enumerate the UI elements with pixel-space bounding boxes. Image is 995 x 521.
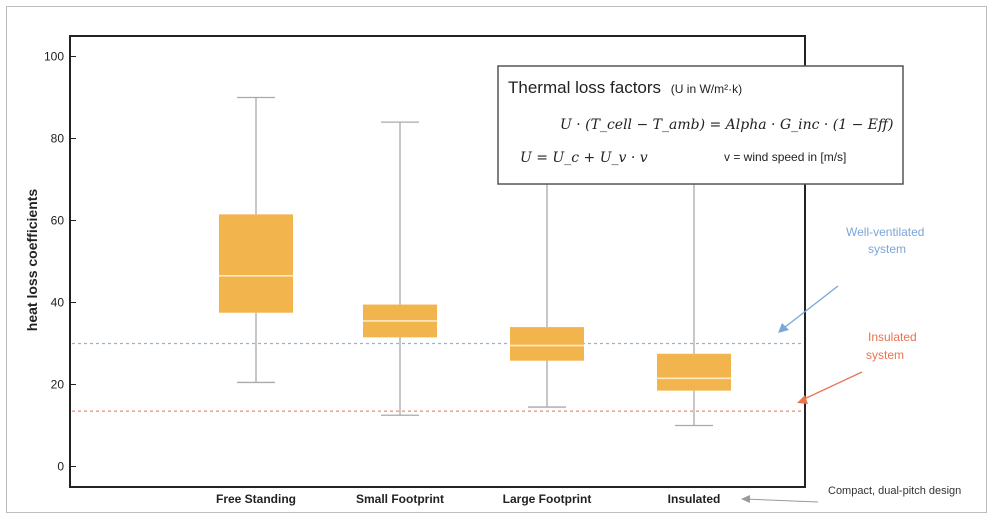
figure-frame <box>6 6 987 513</box>
y-tick-label-4: 80 <box>51 132 65 146</box>
box-1 <box>363 121 437 416</box>
wind-speed-note: v = wind speed in [m/s] <box>724 150 846 164</box>
inset-border <box>497 65 904 185</box>
box-2 <box>510 178 584 408</box>
x-axis: Free Standing Small Footprint Large Footpr… <box>216 492 720 506</box>
reference-lines <box>72 342 803 412</box>
insulated-label-2: system <box>866 348 904 362</box>
insulated-label-1: Insulated <box>868 330 917 344</box>
well-ventilated-label-2: system <box>868 242 906 256</box>
category-label-0: Free Standing <box>216 492 296 506</box>
inset-u-symbol: U <box>675 82 684 96</box>
well-ventilated-label-1: Well-ventilated <box>846 225 924 239</box>
y-axis-label: heat loss coefficients <box>24 189 40 332</box>
y-tick-label-0: 0 <box>57 460 64 474</box>
inset-unit: in W/m²·k) <box>683 82 742 96</box>
category-label-3: Insulated <box>668 492 721 506</box>
plot-area <box>69 35 806 488</box>
well-ventilated-arrow <box>779 285 839 332</box>
y-axis: 0 20 40 60 80 100 <box>44 50 76 474</box>
inset-title-line: Thermal loss factors (U in W/m²·k) <box>508 78 742 97</box>
category-label-2: Large Footprint <box>503 492 592 506</box>
iqr-box-3 <box>657 353 731 391</box>
iqr-box-0 <box>219 214 293 313</box>
inset-paren: ( <box>671 82 675 96</box>
iqr-box-2 <box>510 327 584 361</box>
y-tick-label-5: 100 <box>44 50 64 64</box>
equation-1: U · (T_cell − T_amb) = Alpha · G_inc · (… <box>560 117 893 133</box>
equation-2: U = U_c + U_v · v <box>520 150 648 166</box>
y-tick-label-2: 40 <box>51 296 65 310</box>
box-3 <box>657 178 731 427</box>
inset-title: Thermal loss factors <box>508 78 661 97</box>
design-note-arrowhead <box>741 495 750 503</box>
box-0 <box>219 96 293 384</box>
y-tick-label-3: 60 <box>51 214 65 228</box>
annotations: Well-ventilated system Insulated system … <box>741 225 961 503</box>
well-ventilated-arrowhead <box>778 323 789 333</box>
box-series <box>219 96 731 427</box>
insulated-arrowhead <box>797 395 808 404</box>
y-tick-label-1: 20 <box>51 378 65 392</box>
category-label-1: Small Footprint <box>356 492 444 506</box>
design-note: Compact, dual-pitch design <box>828 485 961 497</box>
insulated-arrow <box>801 371 863 401</box>
inset-box: Thermal loss factors (U in W/m²·k) U · (… <box>497 65 904 185</box>
design-note-arrow <box>744 498 819 503</box>
